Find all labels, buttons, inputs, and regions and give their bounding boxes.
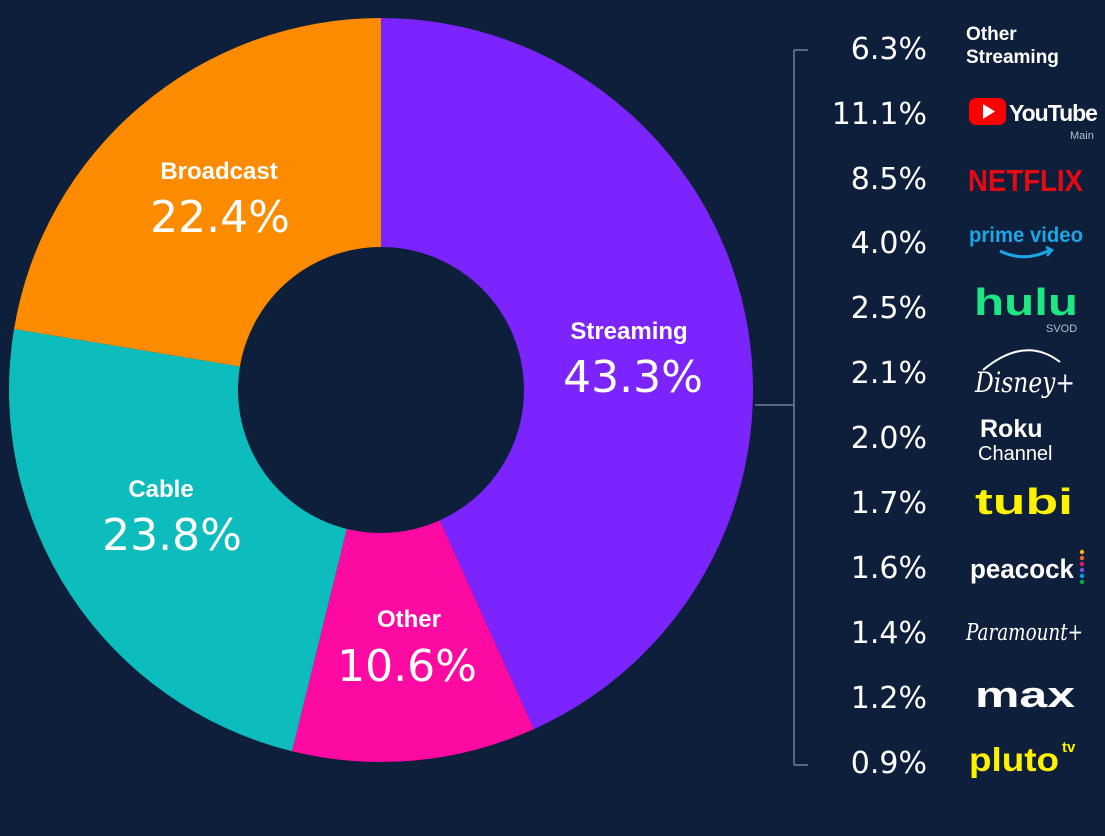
slice-label-other-value: 10.6%: [337, 641, 477, 692]
service-pluto-tv-sup: tv: [1062, 739, 1076, 756]
service-paramount-plus: Paramount+: [965, 620, 1083, 646]
service-youtube-name: YouTube: [1009, 100, 1097, 126]
breakdown-value-max: 1.2%: [851, 681, 927, 716]
service-max: max: [975, 674, 1075, 715]
service-disney-plus-name: Disney+: [974, 366, 1075, 399]
service-other-streaming-line2: Streaming: [966, 47, 1059, 68]
breakdown-value-peacock: 1.6%: [851, 551, 927, 586]
slice-label-streaming-name: Streaming: [570, 318, 687, 345]
slice-label-cable-value: 23.8%: [102, 510, 242, 561]
service-hulu: hulu SVOD: [974, 282, 1078, 335]
service-peacock: peacock: [970, 549, 1085, 585]
breakdown-value-pluto-tv: 0.9%: [851, 746, 927, 781]
service-hulu-sub: SVOD: [1046, 323, 1077, 335]
service-paramount-plus-name: Paramount+: [965, 620, 1083, 646]
donut-slices: [9, 18, 754, 762]
service-pluto-tv: pluto tv: [969, 739, 1076, 778]
breakdown-value-hulu: 2.5%: [851, 291, 927, 326]
breakdown-value-prime-video: 4.0%: [851, 226, 927, 261]
service-max-name: max: [975, 674, 1075, 715]
breakdown-value-disney-plus: 2.1%: [851, 356, 927, 391]
peacock-dots-icon: [1079, 549, 1085, 585]
service-hulu-name: hulu: [974, 282, 1078, 324]
breakdown-value-tubi: 1.7%: [851, 486, 927, 521]
prime-arrow-icon: [1045, 245, 1054, 257]
service-netflix: NETFLIX: [968, 163, 1083, 198]
donut-slice-other: [291, 520, 534, 762]
service-netflix-name: NETFLIX: [968, 163, 1083, 198]
slice-label-other-name: Other: [377, 606, 441, 633]
service-pluto-tv-name: pluto: [969, 741, 1059, 778]
service-prime-video-name: prime video: [969, 224, 1083, 247]
disney-arc-icon: [982, 349, 1061, 371]
service-tubi-name: tubi: [975, 481, 1073, 522]
slice-label-broadcast-value: 22.4%: [150, 192, 290, 243]
slice-label-cable-name: Cable: [128, 476, 193, 503]
breakdown-value-roku-channel: 2.0%: [851, 421, 927, 456]
service-tubi: tubi: [975, 481, 1073, 522]
service-youtube-sub: Main: [1070, 130, 1094, 142]
breakdown-value-youtube: 11.1%: [832, 97, 927, 132]
prime-smile-icon: [999, 248, 1051, 259]
breakdown-values: 6.3% 11.1% 8.5% 4.0% 2.5% 2.1% 2.0% 1.7%…: [832, 32, 927, 781]
breakdown-bracket: [755, 49, 808, 766]
service-other-streaming-line1: Other: [966, 24, 1017, 45]
service-other-streaming: Other Streaming: [966, 24, 1059, 68]
service-prime-video: prime video: [969, 224, 1083, 259]
slice-label-streaming-value: 43.3%: [563, 352, 703, 403]
donut-slice-cable: [9, 328, 347, 752]
service-disney-plus: Disney+: [974, 349, 1075, 399]
slice-label-broadcast-name: Broadcast: [160, 158, 277, 185]
service-youtube: YouTube Main: [969, 98, 1098, 142]
breakdown-value-other-streaming: 6.3%: [851, 32, 927, 67]
breakdown-services: Other Streaming YouTube Main NETFLIX pri…: [965, 24, 1098, 778]
breakdown-value-paramount-plus: 1.4%: [851, 616, 927, 651]
service-roku-line2: Channel: [978, 443, 1053, 465]
donut-slice-labels: Streaming 43.3% Other 10.6% Cable 23.8% …: [102, 158, 703, 692]
service-peacock-name: peacock: [970, 554, 1075, 584]
donut-slice-streaming: [381, 18, 754, 730]
donut-slice-broadcast: [14, 18, 381, 367]
youtube-play-icon: [969, 98, 1006, 125]
breakdown-value-netflix: 8.5%: [851, 162, 927, 197]
service-roku-line1: Roku: [980, 415, 1043, 443]
service-roku-channel: Roku Channel: [978, 415, 1053, 465]
